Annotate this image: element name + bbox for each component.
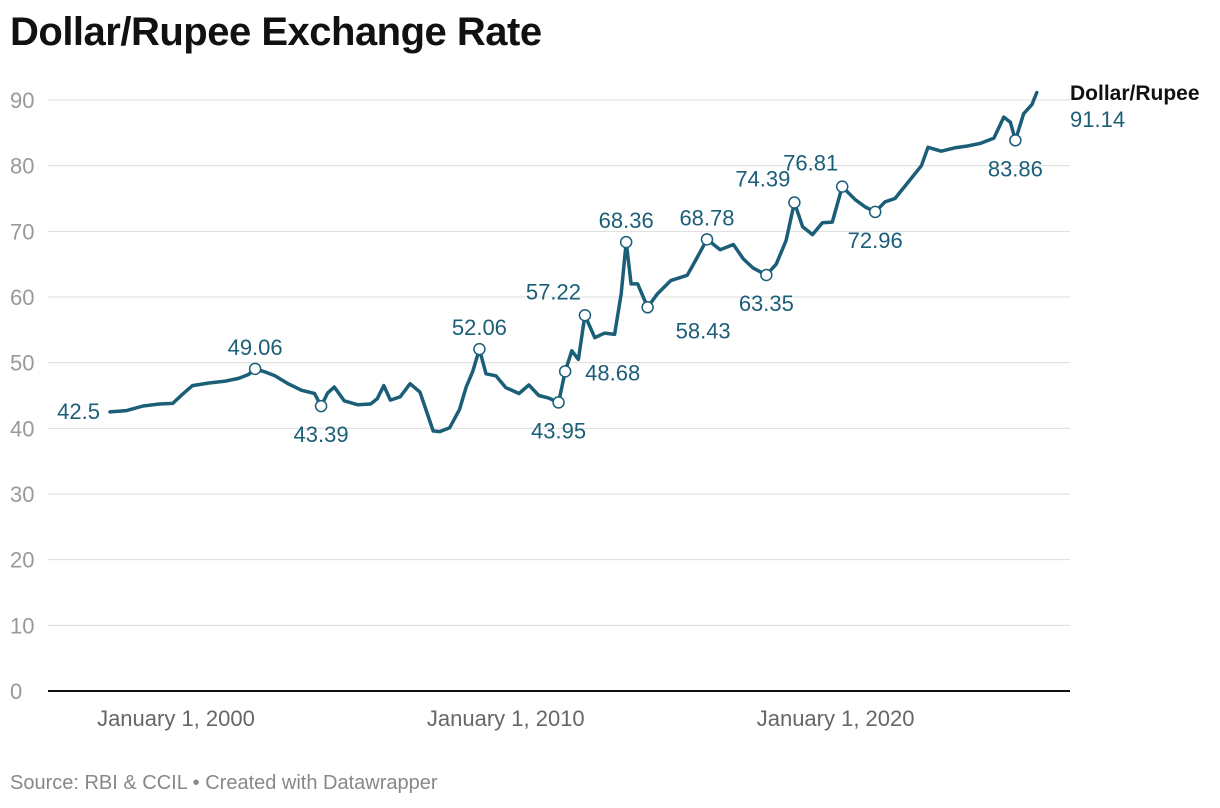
annotation-marker: [248, 362, 262, 376]
grid-layer: [48, 99, 1070, 626]
annotation-marker: [473, 342, 486, 356]
series-line-dollar-rupee: [108, 90, 1039, 434]
y-tick-label: 40: [10, 416, 34, 441]
annotation-label: 76.81: [783, 151, 838, 176]
annotation-label: 63.35: [739, 291, 794, 316]
annotation-marker: [558, 365, 572, 378]
annotation-label: 43.95: [531, 418, 586, 443]
y-tick-label: 80: [10, 154, 34, 179]
series-layer: [108, 90, 1039, 434]
series-last-value-label: 91.14: [1070, 107, 1125, 132]
annotation-marker: [868, 205, 882, 219]
annotation-label: 52.06: [452, 315, 507, 340]
x-tick-label: January 1, 2000: [97, 706, 255, 731]
annotation-marker: [1009, 134, 1022, 147]
y-tick-label: 10: [10, 613, 34, 638]
annotation-label: 74.39: [735, 167, 790, 192]
y-tick-label: 60: [10, 285, 34, 310]
annotation-label: 57.22: [526, 279, 581, 304]
annotation-label: 83.86: [988, 156, 1043, 181]
x-tick-label: January 1, 2020: [757, 706, 915, 731]
y-tick-label: 70: [10, 219, 34, 244]
annotation-label: 48.68: [585, 360, 640, 385]
annotation-label: 42.5: [57, 399, 100, 424]
y-tick-label: 30: [10, 482, 34, 507]
series-name-label: Dollar/Rupee: [1070, 82, 1200, 105]
annotation-label: 58.43: [676, 318, 731, 343]
annotation-marker: [835, 180, 849, 193]
annotation-label: 49.06: [228, 335, 283, 360]
annotation-marker: [578, 309, 592, 322]
annotation-label: 68.36: [599, 208, 654, 233]
annotation-marker: [619, 235, 633, 249]
x-tick-label: January 1, 2010: [427, 706, 585, 731]
y-tick-label: 90: [10, 88, 34, 113]
annotation-marker: [760, 268, 773, 282]
annotation-marker: [552, 396, 565, 409]
y-tick-label: 20: [10, 548, 34, 573]
source-footer: Source: RBI & CCIL • Created with Datawr…: [10, 772, 438, 794]
y-tick-label: 50: [10, 351, 34, 376]
annotation-marker: [700, 233, 714, 246]
annotation-label: 72.96: [848, 228, 903, 253]
chart-title: Dollar/Rupee Exchange Rate: [10, 10, 542, 54]
annotation-label: 43.39: [294, 422, 349, 447]
annotation-label: 68.78: [679, 205, 734, 230]
y-tick-label: 0: [10, 679, 22, 704]
axis-layer: 0 10 20 30 40 50 60 70 80 90 January 1, 2000 Januar…: [10, 88, 1070, 731]
annotation-marker: [788, 196, 801, 209]
annotation-marker: [641, 301, 654, 314]
annotation-marker: [314, 399, 328, 413]
